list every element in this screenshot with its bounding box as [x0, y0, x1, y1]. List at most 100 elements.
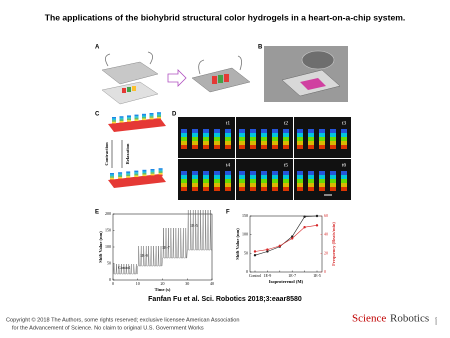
- stripe: [239, 183, 245, 187]
- chip-stripe: [132, 86, 136, 91]
- point: [291, 235, 294, 238]
- tooth: [119, 121, 124, 123]
- stripe: [225, 179, 231, 183]
- copyright: for the Advancement of Science. No claim…: [12, 325, 204, 331]
- stripe: [297, 187, 303, 191]
- point: [315, 214, 319, 218]
- stripe: [319, 175, 325, 179]
- stripe: [214, 137, 220, 141]
- tubes: [105, 51, 153, 67]
- stripe: [272, 187, 278, 191]
- stripe: [319, 133, 325, 137]
- tooth: [118, 175, 123, 178]
- tooth: [119, 116, 124, 118]
- stripe: [308, 141, 314, 145]
- y2-tick-label: 20: [324, 250, 328, 255]
- stripe: [330, 175, 336, 179]
- tooth: [150, 175, 155, 178]
- point: [266, 250, 269, 253]
- point: [253, 254, 257, 257]
- logo-aaas: AAAS: [434, 317, 438, 325]
- stripe: [250, 183, 256, 187]
- x-tick-label: 40: [210, 281, 214, 286]
- stripe: [203, 171, 209, 175]
- stripe: [239, 145, 245, 149]
- stripe: [192, 171, 198, 175]
- stripe: [181, 175, 187, 179]
- stripe: [214, 187, 220, 191]
- stripe: [181, 145, 187, 149]
- x-tick-label: 20: [161, 281, 165, 286]
- stripe: [308, 187, 314, 191]
- panel-label: D: [172, 112, 177, 118]
- stripe: [319, 141, 325, 145]
- stripe: [308, 171, 314, 175]
- y-tick-label: 150: [105, 227, 111, 232]
- y-tick-label: 0: [246, 269, 248, 274]
- tooth: [126, 174, 131, 177]
- stripe: [261, 179, 267, 183]
- panel-b: B: [258, 45, 348, 102]
- comb-teeth: [110, 112, 163, 182]
- stripe: [203, 175, 209, 179]
- tooth: [112, 118, 116, 121]
- tooth: [150, 172, 155, 174]
- stripe: [192, 145, 198, 149]
- chip-stripe: [122, 88, 126, 93]
- copyright: Copyright © 2018 The Authors, some right…: [6, 316, 239, 323]
- stripe: [330, 183, 336, 187]
- stripe: [192, 141, 198, 145]
- stripe: [297, 171, 303, 175]
- stripe: [239, 175, 245, 179]
- stripe: [261, 145, 267, 149]
- stripe: [225, 141, 231, 145]
- axes-frame: [249, 215, 323, 273]
- stripe: [192, 187, 198, 191]
- stripe: [239, 133, 245, 137]
- tooth: [149, 117, 154, 120]
- frame-label: t2: [284, 120, 289, 126]
- stripe: [250, 171, 256, 175]
- tooth: [134, 177, 139, 179]
- x-tick-label: 30: [185, 281, 189, 286]
- tooth: [126, 177, 131, 180]
- stripe: [297, 137, 303, 141]
- tooth: [157, 112, 161, 114]
- panel-e: E 0 50 100 150 200 0 10 20 30 40 Control 1E-9 1E-7 1E…: [95, 210, 214, 292]
- tooth: [118, 177, 123, 179]
- stripe: [192, 133, 198, 137]
- stripe: [283, 179, 289, 183]
- tooth: [134, 116, 139, 118]
- stripe: [272, 171, 278, 175]
- panel-c: C Contraction Relaxation: [95, 112, 166, 188]
- stripe: [239, 187, 245, 191]
- stripe: [319, 171, 325, 175]
- tooth: [158, 174, 163, 177]
- tooth: [157, 115, 161, 118]
- stripe: [203, 145, 209, 149]
- stripe: [283, 145, 289, 149]
- tooth: [119, 119, 124, 122]
- y-axis-label: Shift Value (nm): [235, 228, 240, 260]
- point: [266, 248, 269, 251]
- tooth: [158, 168, 163, 170]
- tooth: [142, 120, 146, 122]
- stripe: [319, 187, 325, 191]
- stripe: [203, 179, 209, 183]
- stripe: [308, 183, 314, 187]
- tooth: [110, 173, 114, 175]
- tooth: [110, 177, 114, 180]
- y-tick-label: 100: [242, 232, 248, 237]
- stripe: [330, 137, 336, 141]
- stripe: [181, 179, 187, 183]
- stripe: [341, 137, 347, 141]
- stripe: [283, 175, 289, 179]
- stripe: [319, 179, 325, 183]
- y-tick-label: 0: [109, 277, 111, 282]
- comb: [108, 118, 166, 132]
- y-axis-label: Shift Value (nm): [98, 231, 103, 263]
- stripe: [261, 171, 267, 175]
- y-tick-label: 150: [242, 213, 248, 218]
- stripe: [261, 175, 267, 179]
